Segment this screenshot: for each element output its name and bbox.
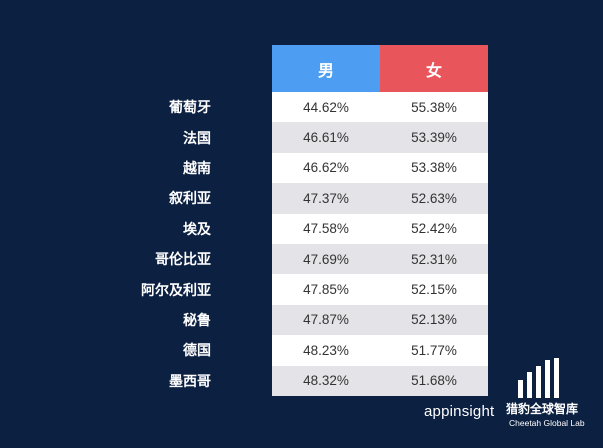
header-male: 男: [272, 45, 380, 92]
table-row: 47.58% 52.42%: [272, 213, 488, 244]
female-cell: 52.31%: [411, 251, 457, 267]
female-cell: 52.15%: [411, 282, 457, 298]
country-label: 哥伦比亚: [155, 252, 211, 269]
table-row: 48.23% 51.77%: [272, 335, 488, 366]
country-label: 叙利亚: [169, 191, 211, 208]
table-row: 44.62% 55.38%: [272, 92, 488, 123]
table-row: 47.69% 52.31%: [272, 243, 488, 275]
cheetah-logo-icon: [518, 358, 559, 398]
table-header: 男 女: [272, 45, 488, 92]
country-label: 德国: [183, 343, 211, 360]
female-cell: 53.39%: [411, 130, 457, 146]
country-label: 秘鲁: [183, 312, 211, 329]
female-cell: 51.77%: [411, 342, 457, 358]
cheetah-cn-label: 猎豹全球智库: [506, 402, 579, 416]
table-body: 44.62% 55.38% 46.61% 53.39% 46.62% 53.38% 47.3…: [272, 92, 488, 396]
table-row: 47.85% 52.15%: [272, 274, 488, 305]
appinsight-logo: appinsight: [424, 403, 495, 420]
table-row: 46.61% 53.39%: [272, 122, 488, 153]
male-cell: 48.23%: [303, 342, 349, 358]
cheetah-en-label: Cheetah Global Lab: [509, 418, 585, 428]
country-label: 阿尔及利亚: [141, 282, 211, 299]
country-labels: 葡萄牙法国越南叙利亚埃及哥伦比亚阿尔及利亚秘鲁德国墨西哥: [141, 92, 211, 396]
table-row: 47.87% 52.13%: [272, 304, 488, 336]
female-cell: 52.42%: [411, 221, 457, 237]
male-cell: 48.32%: [303, 373, 349, 389]
male-cell: 47.85%: [303, 282, 349, 298]
male-cell: 47.58%: [303, 221, 349, 237]
male-cell: 47.87%: [303, 312, 349, 328]
male-cell: 46.62%: [303, 160, 349, 176]
female-cell: 55.38%: [411, 99, 457, 115]
country-label: 埃及: [183, 221, 211, 238]
country-label: 法国: [183, 130, 211, 147]
male-cell: 47.69%: [303, 251, 349, 267]
country-label: 越南: [183, 160, 211, 177]
male-cell: 46.61%: [303, 130, 349, 146]
male-cell: 47.37%: [303, 190, 349, 206]
table-row: 46.62% 53.38%: [272, 152, 488, 184]
female-cell: 53.38%: [411, 160, 457, 176]
gender-table: 男 女 44.62% 55.38% 46.61% 53.39% 46.62% 53.38%…: [272, 45, 488, 396]
table-row: 47.37% 52.63%: [272, 183, 488, 214]
female-cell: 51.68%: [411, 373, 457, 389]
country-label: 墨西哥: [169, 373, 211, 390]
male-cell: 44.62%: [303, 99, 349, 115]
female-cell: 52.13%: [411, 312, 457, 328]
header-female: 女: [380, 45, 488, 92]
country-label: 葡萄牙: [169, 100, 211, 117]
female-cell: 52.63%: [411, 190, 457, 206]
table-row: 48.32% 51.68%: [272, 365, 488, 396]
